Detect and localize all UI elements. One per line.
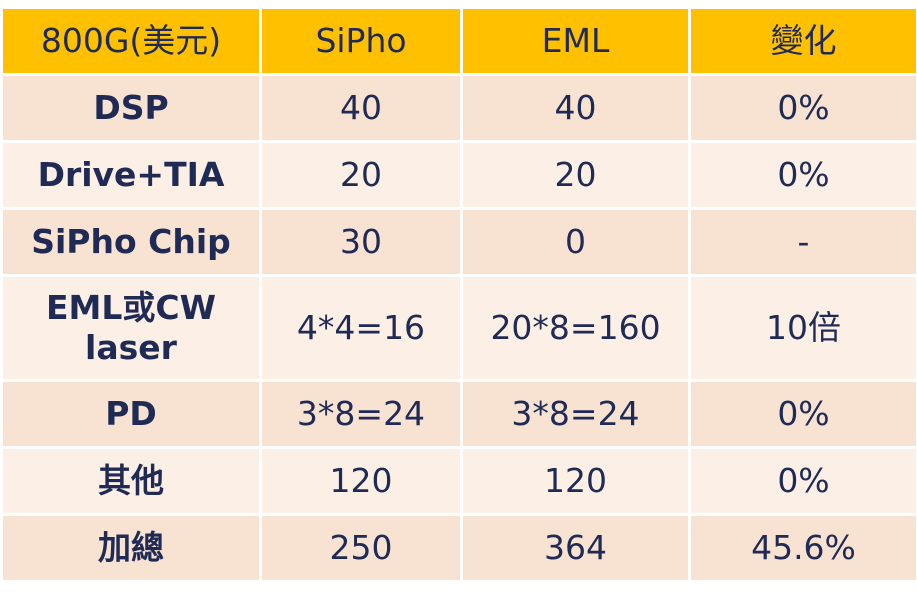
row-label: 加總 — [3, 516, 259, 580]
cell: 45.6% — [691, 516, 916, 580]
row-label: SiPho Chip — [3, 210, 259, 274]
cell: 0% — [691, 382, 916, 446]
table-row: PD 3*8=24 3*8=24 0% — [3, 382, 916, 446]
cell: 120 — [463, 449, 688, 513]
table-body: DSP 40 40 0% Drive+TIA 20 20 0% SiPho Chip 30 0- EM… — [3, 76, 916, 580]
cell: 20 — [262, 143, 460, 207]
table-row: SiPho Chip 30 0- — [3, 210, 916, 274]
cell: 0% — [691, 143, 916, 207]
cell: 10倍 — [691, 277, 916, 379]
header-cell: 變化 — [691, 9, 916, 73]
cell: 30 — [262, 210, 460, 274]
cell: 4*4=16 — [262, 277, 460, 379]
row-label: EML或CW laser — [3, 277, 259, 379]
header-cell: EML — [463, 9, 688, 73]
row-label: DSP — [3, 76, 259, 140]
cell: 40 — [463, 76, 688, 140]
table-row: DSP 40 40 0% — [3, 76, 916, 140]
cell: 40 — [262, 76, 460, 140]
header-cell: 800G(美元) — [3, 9, 259, 73]
row-label: PD — [3, 382, 259, 446]
header-row: 800G(美元) SiPho EML 變化 — [3, 9, 916, 73]
cell: 0% — [691, 449, 916, 513]
cell: 120 — [262, 449, 460, 513]
cell: 0% — [691, 76, 916, 140]
cell: - — [691, 210, 916, 274]
table-row: 其他 120 120 0% — [3, 449, 916, 513]
cell: 3*8=24 — [262, 382, 460, 446]
table-row: Drive+TIA 20 20 0% — [3, 143, 916, 207]
row-label: 其他 — [3, 449, 259, 513]
cell: 20*8=160 — [463, 277, 688, 379]
header-cell: SiPho — [262, 9, 460, 73]
row-label: Drive+TIA — [3, 143, 259, 207]
cell: 250 — [262, 516, 460, 580]
table-row: EML或CW laser 4*4=16 20*8=160 10倍 — [3, 277, 916, 379]
cell: 3*8=24 — [463, 382, 688, 446]
cost-table: 800G(美元) SiPho EML 變化 DSP 40 40 0% Drive+TIA 20 2… — [0, 6, 917, 583]
table-row: 加總 250 364 45.6% — [3, 516, 916, 580]
cell: 364 — [463, 516, 688, 580]
cell: 20 — [463, 143, 688, 207]
cell: 0 — [463, 210, 688, 274]
